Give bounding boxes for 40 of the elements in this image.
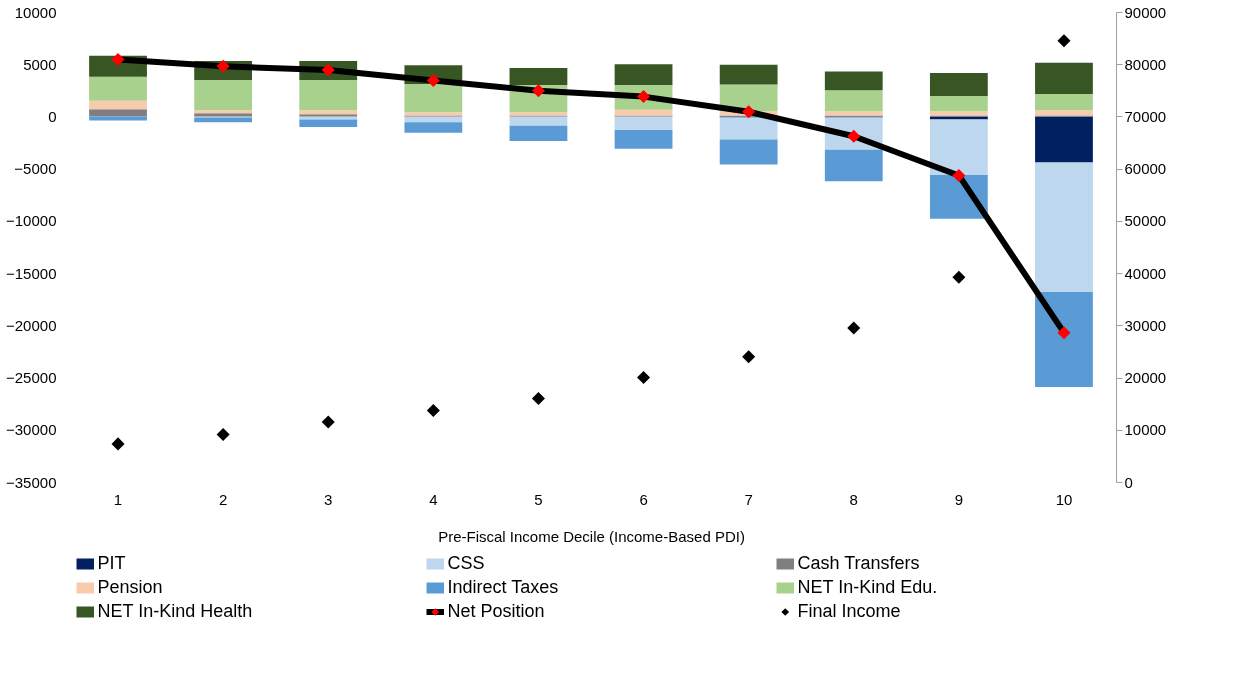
y2-tick-label: 80000: [1124, 55, 1167, 73]
legend-label: Indirect Taxes: [447, 577, 559, 597]
y-tick-label: −25000: [6, 369, 57, 387]
legend-label: Final Income: [797, 601, 901, 621]
x-tick-label: 3: [324, 490, 333, 508]
y2-tick-label: 90000: [1124, 3, 1167, 21]
y2-tick-label: 70000: [1124, 107, 1167, 125]
y2-tick-label: 40000: [1124, 264, 1167, 282]
x-tick-label: 2: [218, 490, 228, 508]
y-tick-label: −30000: [6, 421, 57, 439]
y2-tick-label: 30000: [1124, 316, 1167, 334]
x-tick-label: 6: [639, 490, 648, 508]
x-axis-title: Pre-Fiscal Income Decile (Income-Based PDI): [438, 527, 745, 545]
y-tick-label: 5000: [23, 55, 57, 73]
legend-label: NET In-Kind Edu.: [797, 577, 938, 597]
y-tick-label: −20000: [6, 316, 57, 334]
y2-tick-label: 60000: [1124, 160, 1167, 178]
y-tick-label: 10000: [14, 3, 57, 21]
x-tick-label: 8: [849, 490, 858, 508]
legend-label: Pension: [97, 577, 163, 597]
legend-label: Net Position: [447, 601, 545, 621]
y2-tick-label: 0: [1124, 473, 1133, 491]
x-tick-label: 4: [429, 490, 438, 508]
y-tick-label: −5000: [14, 160, 57, 178]
x-tick-label: 5: [534, 490, 543, 508]
y-tick-label: −10000: [6, 212, 57, 230]
y2-tick-label: 50000: [1124, 212, 1167, 230]
y-tick-label: 0: [48, 107, 57, 125]
legend-label: Cash Transfers: [797, 553, 920, 573]
x-tick-label: 7: [744, 490, 753, 508]
legend-label: CSS: [447, 553, 485, 573]
x-tick-label: 1: [113, 490, 123, 508]
y2-tick-label: 10000: [1124, 421, 1167, 439]
y-tick-label: −15000: [6, 264, 57, 282]
y2-tick-label: 20000: [1124, 369, 1167, 387]
x-tick-label: 9: [954, 490, 964, 508]
y-tick-label: −35000: [6, 473, 57, 491]
legend-label: PIT: [97, 553, 126, 573]
x-tick-label: 10: [1055, 490, 1073, 508]
legend-label: NET In-Kind Health: [97, 601, 253, 621]
